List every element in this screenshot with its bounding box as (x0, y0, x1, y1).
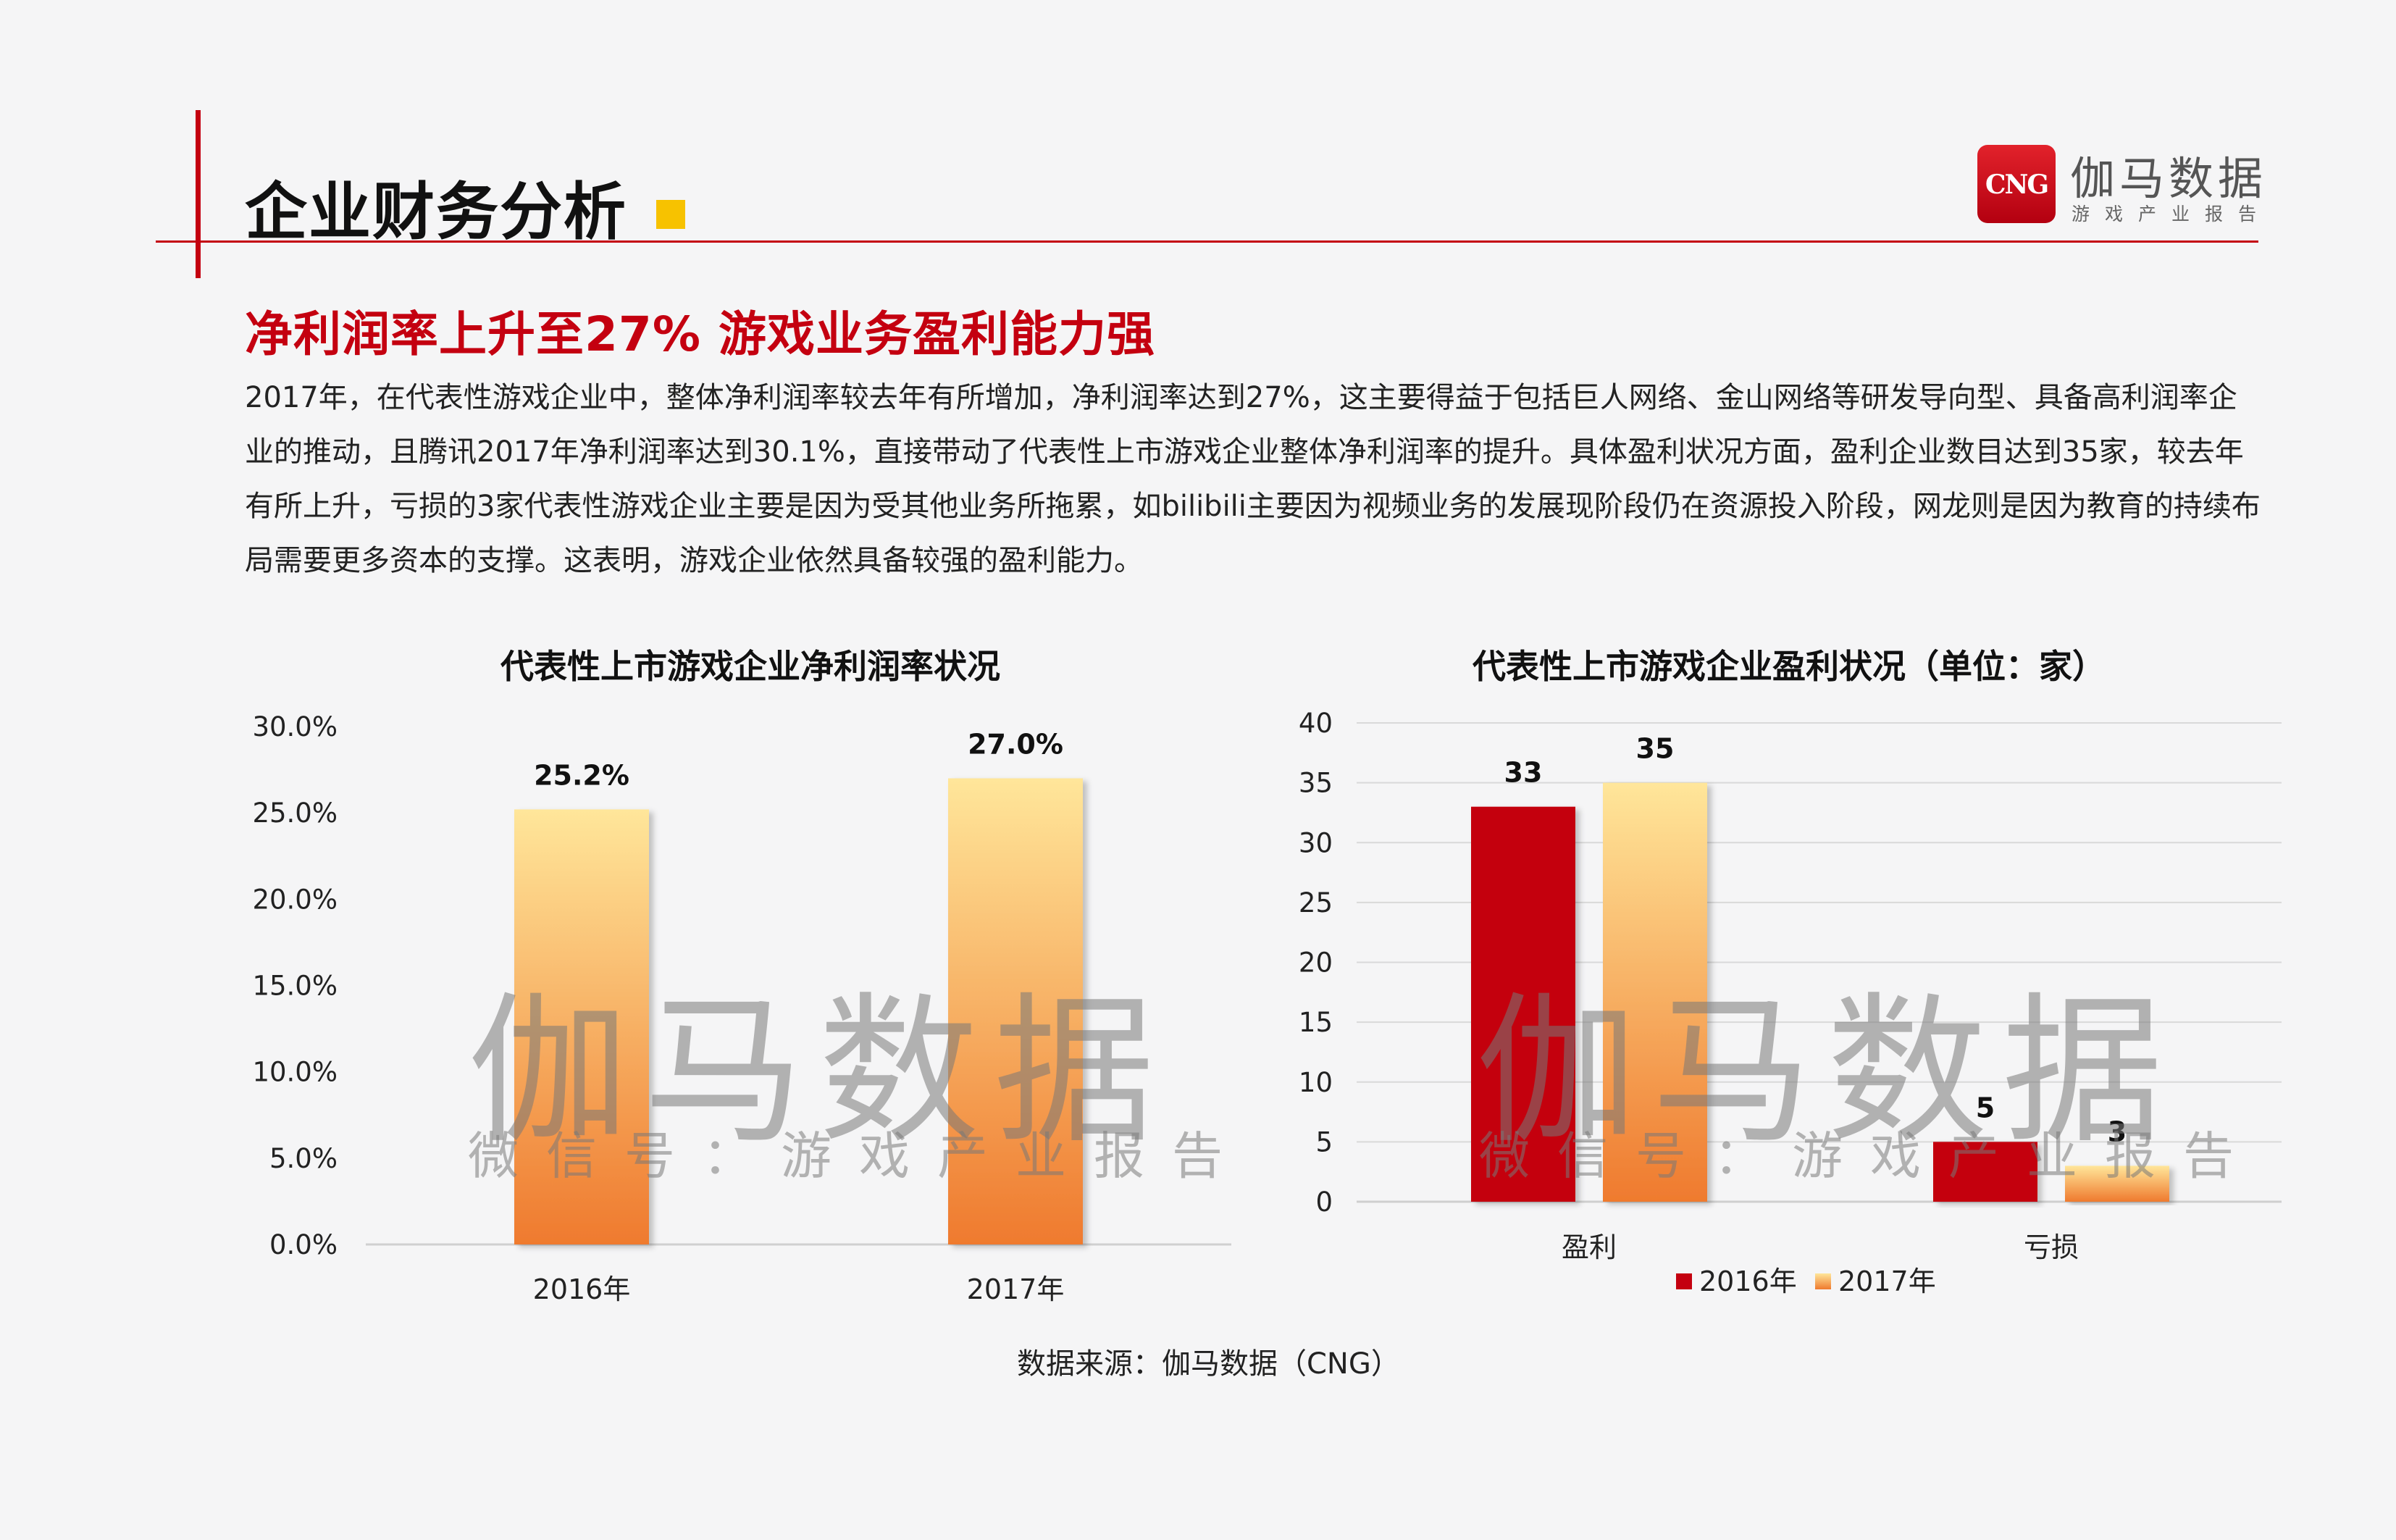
y-tick-label: 30.0% (252, 711, 338, 742)
bar-亏损-2017年 (2065, 1166, 2169, 1202)
data-label: 3 (2108, 1116, 2127, 1147)
y-tick-label: 5 (1315, 1126, 1333, 1158)
chart2-profit-status: 0 5 10 15 20 25 30 35 40 33 35 盈利 5 3 亏损 2016年 2017年 (1299, 708, 2282, 1297)
y-tick-label: 35 (1299, 768, 1333, 799)
y-tick-label: 20 (1299, 947, 1333, 979)
brand-subtitle: 游戏产业报告 (2072, 204, 2272, 225)
body-paragraph: 2017年，在代表性游戏企业中，整体净利润率较去年有所增加，净利润率达到27%，… (245, 381, 2261, 577)
y-tick-label: 0.0% (269, 1229, 338, 1260)
x-tick-label: 2016年 (533, 1273, 631, 1305)
x-tick-label: 盈利 (1562, 1231, 1617, 1263)
legend-label: 2017年 (1838, 1265, 1936, 1297)
x-tick-label: 亏损 (2024, 1231, 2079, 1263)
data-source: 数据来源：伽马数据（CNG） (1017, 1347, 1400, 1381)
headline: 净利润率上升至27% 游戏业务盈利能力强 (245, 306, 1155, 362)
y-tick-label: 40 (1299, 708, 1333, 739)
legend-swatch-2016年 (1676, 1273, 1692, 1289)
y-tick-label: 5.0% (269, 1143, 338, 1174)
bar-2016年 (514, 809, 649, 1244)
legend-swatch-2017年 (1815, 1273, 1831, 1289)
chart1-net-margin: 0.0% 5.0% 10.0% 15.0% 20.0% 25.0% 30.0% 25.2% 20… (252, 711, 1231, 1305)
y-tick-label: 15.0% (252, 971, 338, 1002)
bar-盈利-2017年 (1603, 782, 1707, 1202)
y-tick-label: 0 (1315, 1187, 1333, 1218)
y-tick-label: 30 (1299, 827, 1333, 858)
brand-logo-text: CNG (1985, 170, 2049, 200)
bar-亏损-2016年 (1933, 1142, 2037, 1202)
chart2-title: 代表性上市游戏企业盈利状况（单位：家） (1473, 647, 2106, 686)
chart1-title: 代表性上市游戏企业净利润率状况 (500, 647, 1000, 686)
x-tick-label: 2017年 (967, 1273, 1065, 1305)
page-title: 企业财务分析 (245, 176, 627, 248)
title-accent-vertical-line (196, 110, 201, 278)
legend-label: 2016年 (1699, 1265, 1797, 1297)
title-square-icon (656, 200, 685, 229)
bar-2017年 (948, 778, 1083, 1244)
header-divider-line (156, 240, 2258, 243)
y-tick-label: 10 (1299, 1067, 1333, 1098)
brand-logo-icon: CNG (1977, 145, 2056, 223)
y-tick-label: 25.0% (252, 798, 338, 829)
bar-盈利-2016年 (1471, 806, 1575, 1202)
data-label: 5 (1976, 1092, 1995, 1123)
data-label: 27.0% (968, 729, 1063, 761)
y-tick-label: 15 (1299, 1007, 1333, 1038)
data-label: 35 (1636, 733, 1675, 765)
brand-name: 伽马数据 (2070, 152, 2268, 205)
y-tick-label: 25 (1299, 887, 1333, 918)
y-tick-label: 20.0% (252, 884, 338, 915)
y-tick-label: 10.0% (252, 1057, 338, 1088)
data-label: 33 (1504, 757, 1543, 789)
data-label: 25.2% (534, 759, 629, 791)
